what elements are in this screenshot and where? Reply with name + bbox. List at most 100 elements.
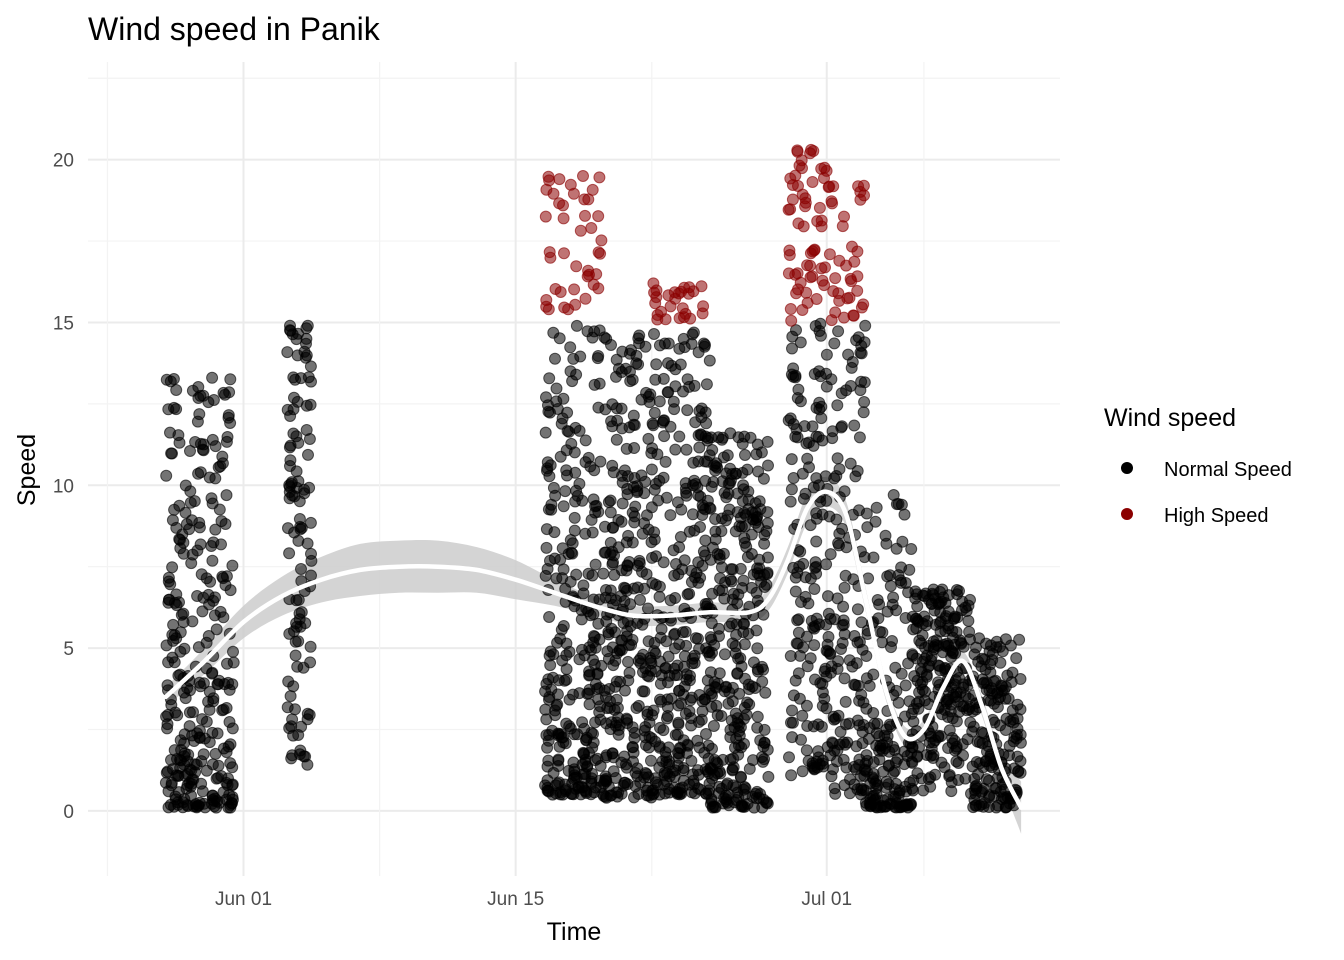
normal-speed-point [825, 373, 838, 386]
normal-speed-point [224, 373, 237, 386]
normal-speed-point [564, 365, 577, 378]
normal-speed-point [612, 723, 625, 736]
normal-speed-point [222, 409, 235, 422]
high-speed-point [782, 203, 795, 216]
normal-speed-point [607, 556, 619, 569]
normal-speed-point [177, 547, 190, 560]
normal-speed-point [205, 540, 218, 552]
normal-speed-point [305, 547, 317, 560]
normal-speed-point [226, 779, 239, 792]
normal-speed-point [200, 764, 213, 777]
normal-speed-point [758, 581, 771, 593]
normal-speed-point [590, 499, 603, 512]
normal-speed-point [815, 412, 828, 425]
normal-speed-point [568, 524, 581, 537]
normal-speed-point [789, 571, 802, 584]
normal-speed-point [683, 587, 696, 600]
normal-speed-point [975, 726, 988, 739]
normal-speed-point [688, 379, 701, 392]
normal-speed-point [692, 489, 705, 502]
normal-speed-point [561, 469, 573, 482]
normal-speed-point [622, 655, 634, 668]
high-speed-point [664, 300, 677, 313]
normal-speed-point [224, 798, 237, 811]
normal-speed-point [661, 712, 673, 725]
normal-speed-point [871, 594, 884, 606]
normal-speed-point [903, 563, 916, 576]
normal-speed-point [786, 704, 798, 717]
normal-speed-point [828, 337, 841, 350]
normal-speed-point [576, 716, 589, 729]
normal-speed-point [735, 520, 748, 533]
normal-speed-point [700, 378, 713, 391]
normal-speed-point [178, 642, 191, 655]
normal-speed-point [631, 486, 643, 499]
normal-speed-point [751, 785, 763, 798]
normal-speed-point [977, 800, 990, 813]
normal-speed-point [674, 358, 687, 371]
normal-speed-point [292, 327, 304, 340]
normal-speed-point [304, 360, 317, 373]
normal-speed-point [193, 521, 206, 534]
y-tick-label: 10 [53, 476, 74, 497]
high-speed-point [579, 292, 592, 305]
normal-speed-point [785, 483, 798, 496]
normal-speed-point [858, 396, 871, 408]
normal-speed-point [188, 495, 201, 508]
normal-speed-point [720, 779, 733, 792]
normal-speed-point [179, 479, 192, 492]
normal-speed-point [892, 696, 905, 709]
normal-speed-point [684, 694, 697, 707]
normal-speed-point [215, 538, 227, 551]
normal-speed-point [857, 406, 870, 419]
normal-speed-point [758, 537, 771, 550]
normal-speed-point [860, 507, 873, 520]
normal-speed-point [653, 339, 666, 352]
normal-speed-point [612, 711, 625, 724]
normal-speed-point [816, 686, 829, 699]
normal-speed-point [999, 792, 1012, 805]
normal-speed-point [939, 597, 952, 609]
high-speed-point [544, 251, 557, 264]
high-speed-point [783, 244, 796, 257]
normal-speed-point [709, 513, 722, 525]
normal-speed-point [804, 652, 817, 665]
normal-speed-point [887, 591, 900, 604]
normal-speed-point [789, 371, 802, 384]
normal-speed-point [556, 788, 569, 801]
normal-speed-point [567, 688, 579, 701]
normal-speed-point [206, 666, 219, 679]
normal-speed-point [752, 465, 765, 478]
high-speed-point [796, 188, 809, 201]
normal-speed-point [207, 695, 220, 708]
normal-speed-point [550, 699, 563, 712]
normal-speed-point [725, 563, 738, 576]
normal-speed-point [646, 417, 659, 430]
normal-speed-point [808, 583, 821, 595]
normal-speed-point [806, 420, 819, 433]
normal-speed-point [710, 699, 723, 712]
normal-speed-point [648, 406, 661, 419]
normal-speed-point [673, 541, 686, 554]
normal-speed-point [723, 477, 736, 490]
normal-speed-point [550, 382, 563, 395]
normal-speed-point [693, 441, 706, 454]
normal-speed-point [542, 754, 555, 767]
normal-speed-point [618, 776, 631, 789]
y-tick-label: 0 [63, 802, 74, 823]
normal-speed-point [621, 559, 634, 572]
normal-speed-point [815, 720, 828, 733]
normal-speed-point [585, 772, 598, 785]
normal-speed-point [203, 736, 216, 749]
normal-speed-point [193, 796, 206, 809]
normal-speed-point [191, 590, 204, 602]
normal-speed-point [843, 787, 856, 800]
high-speed-point [804, 259, 817, 272]
normal-speed-point [671, 659, 684, 672]
normal-speed-point [826, 432, 839, 445]
normal-speed-point [832, 325, 845, 338]
normal-speed-point [580, 734, 593, 747]
high-speed-point [558, 247, 570, 260]
normal-speed-point [612, 786, 625, 799]
normal-speed-point [999, 724, 1012, 736]
